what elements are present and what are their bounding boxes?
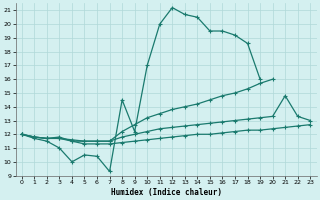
X-axis label: Humidex (Indice chaleur): Humidex (Indice chaleur) xyxy=(110,188,221,197)
